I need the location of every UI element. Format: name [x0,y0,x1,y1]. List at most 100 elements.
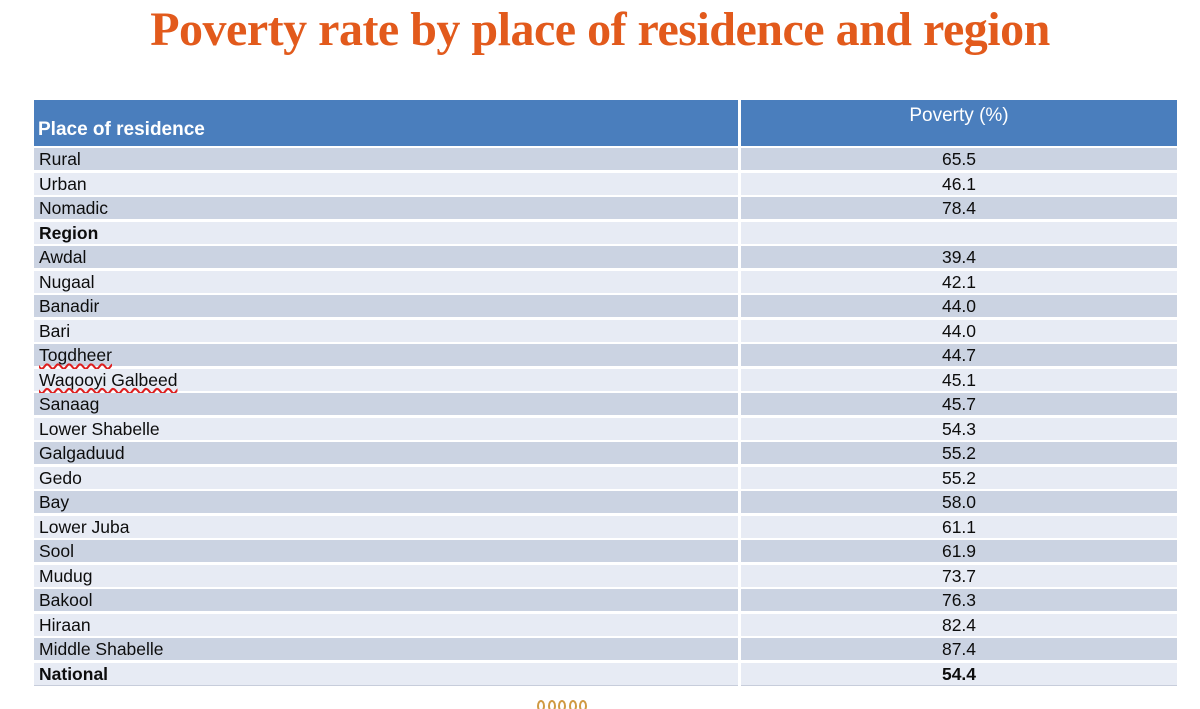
row-value-cell: 42.1 [741,270,1177,293]
orange-arc [579,700,587,709]
table-row: Sanaag 45.7 [34,393,1177,418]
row-value-cell: 65.5 [741,148,1177,170]
column-divider [738,564,741,589]
table-row: Lower Shabelle 54.3 [34,417,1177,442]
table-row: Gedo 55.2 [34,466,1177,491]
row-label: Nugaal [39,271,95,292]
row-label-cell: Urban [34,172,738,195]
row-label-cell: Bakool [34,589,738,611]
row-value-cell: 54.4 [741,662,1177,685]
row-label: National [39,663,109,684]
row-label-cell: Bari [34,319,738,342]
table-row: Waqooyi Galbeed 45.1 [34,368,1177,393]
row-label: Gedo [39,467,82,488]
row-label: Sanaag [39,394,100,414]
table-row: Urban 46.1 [34,172,1177,197]
row-value-cell: 87.4 [741,638,1177,660]
table-header-row: Place of residence Poverty (%) [34,100,1177,146]
column-divider [738,172,741,197]
row-value-cell: 58.0 [741,491,1177,513]
row-label: Urban [39,173,87,194]
row-label-cell: Nomadic [34,197,738,219]
column-divider [738,221,741,246]
table-row: Togdheer 44.7 [34,344,1177,369]
table-row: National 54.4 [34,662,1177,687]
row-label-cell: Mudug [34,564,738,587]
table-row: Nugaal 42.1 [34,270,1177,295]
orange-arc [568,700,577,709]
orange-arc [558,700,566,709]
table-body: Rural 65.5 Urban 46.1 Nomadic 78.4 Region Awdal… [34,148,1177,687]
column-divider [738,662,741,687]
table-row: Hiraan 82.4 [34,613,1177,638]
row-value-cell: 55.2 [741,442,1177,464]
row-label: Bari [39,320,71,341]
row-label: Banadir [39,296,100,316]
column-divider [738,344,741,369]
row-label: Bay [39,492,70,512]
row-value-cell: 44.7 [741,344,1177,366]
row-value-cell: 82.4 [741,613,1177,636]
row-value-cell: 73.7 [741,564,1177,587]
page-title: Poverty rate by place of residence and r… [150,3,1050,56]
row-label-cell: Middle Shabelle [34,638,738,660]
row-value-cell: 39.4 [741,246,1177,268]
row-label-cell: Sanaag [34,393,738,415]
row-label-cell: Hiraan [34,613,738,636]
table-row: Bari 44.0 [34,319,1177,344]
table-row: Lower Juba 61.1 [34,515,1177,540]
row-label: Hiraan [39,614,91,635]
table-bottom-border [34,684,1177,686]
row-label-cell: Bay [34,491,738,513]
column-divider [738,270,741,295]
row-label-cell: Awdal [34,246,738,268]
column-divider [738,368,741,393]
table-row: Middle Shabelle 87.4 [34,638,1177,663]
row-label: Bakool [39,590,93,610]
column-divider [738,319,741,344]
row-label: Togdheer [39,345,112,365]
table-row: Sool 61.9 [34,540,1177,565]
row-label: Mudug [39,565,93,586]
row-label-cell: Gedo [34,466,738,489]
row-value-cell: 61.9 [741,540,1177,562]
row-value-cell: 76.3 [741,589,1177,611]
row-label-cell: Region [34,221,738,244]
row-value-cell [741,221,1177,244]
table-row: Awdal 39.4 [34,246,1177,271]
clipped-orange-marks [537,700,593,709]
row-label: Sool [39,541,75,561]
column-divider [738,197,741,222]
column-header-place-of-residence: Place of residence [34,100,738,146]
row-label: Rural [39,149,81,169]
column-divider [738,540,741,565]
column-divider [738,246,741,271]
table-row: Galgaduud 55.2 [34,442,1177,467]
row-label-cell: Sool [34,540,738,562]
row-value-cell: 46.1 [741,172,1177,195]
column-divider [738,295,741,320]
poverty-table: Place of residence Poverty (%) Rural 65.5… [34,100,1177,687]
row-value-cell: 44.0 [741,319,1177,342]
column-divider [738,148,741,173]
row-label-cell: Waqooyi Galbeed [34,368,738,391]
orange-arc [537,700,545,709]
row-label: Lower Juba [39,516,130,537]
row-value-cell: 45.1 [741,368,1177,391]
row-label: Nomadic [39,198,109,218]
row-value-cell: 44.0 [741,295,1177,317]
column-header-poverty-percent: Poverty (%) [741,100,1177,146]
row-label: Awdal [39,247,87,267]
table-row: Bay 58.0 [34,491,1177,516]
column-divider [738,589,741,614]
row-value-cell: 45.7 [741,393,1177,415]
row-value-cell: 55.2 [741,466,1177,489]
row-value-cell: 61.1 [741,515,1177,538]
row-label-cell: National [34,662,738,685]
row-label-cell: Lower Shabelle [34,417,738,440]
row-label: Region [39,222,99,243]
table-row: Banadir 44.0 [34,295,1177,320]
row-label: Waqooyi Galbeed [39,369,178,390]
column-divider [738,466,741,491]
